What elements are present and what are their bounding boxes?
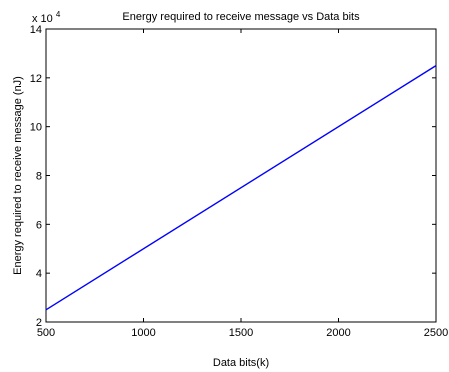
y-ticks: 2 4 6 8 10 12 14 — [30, 24, 436, 329]
x-tick-label: 1000 — [131, 327, 155, 339]
series-line — [45, 65, 437, 311]
y-axis-multiplier-exponent: 4 — [56, 10, 61, 19]
y-axis-multiplier: x 10 4 — [32, 10, 61, 25]
y-tick-label: 14 — [30, 24, 42, 36]
x-axis-label: Data bits(k) — [213, 357, 269, 369]
y-tick-label: 10 — [30, 122, 42, 134]
x-tick-label: 2500 — [424, 327, 448, 339]
y-tick-label: 12 — [30, 73, 42, 85]
x-tick-label: 1500 — [229, 327, 253, 339]
y-axis-multiplier-base: x 10 — [32, 13, 53, 25]
y-tick-label: 2 — [36, 317, 42, 329]
y-axis-label: Energy required to receive message (nJ) — [12, 76, 24, 275]
chart-title: Energy required to receive message vs Da… — [122, 11, 360, 23]
x-tick-label: 500 — [37, 327, 55, 339]
x-tick-label: 2000 — [326, 327, 350, 339]
x-ticks: 500 1000 1500 2000 2500 — [37, 29, 448, 339]
series-layer — [45, 65, 437, 311]
y-tick-label: 4 — [36, 268, 42, 280]
y-tick-label: 6 — [36, 219, 42, 231]
plot-area — [45, 28, 437, 323]
y-tick-label: 8 — [36, 171, 42, 183]
